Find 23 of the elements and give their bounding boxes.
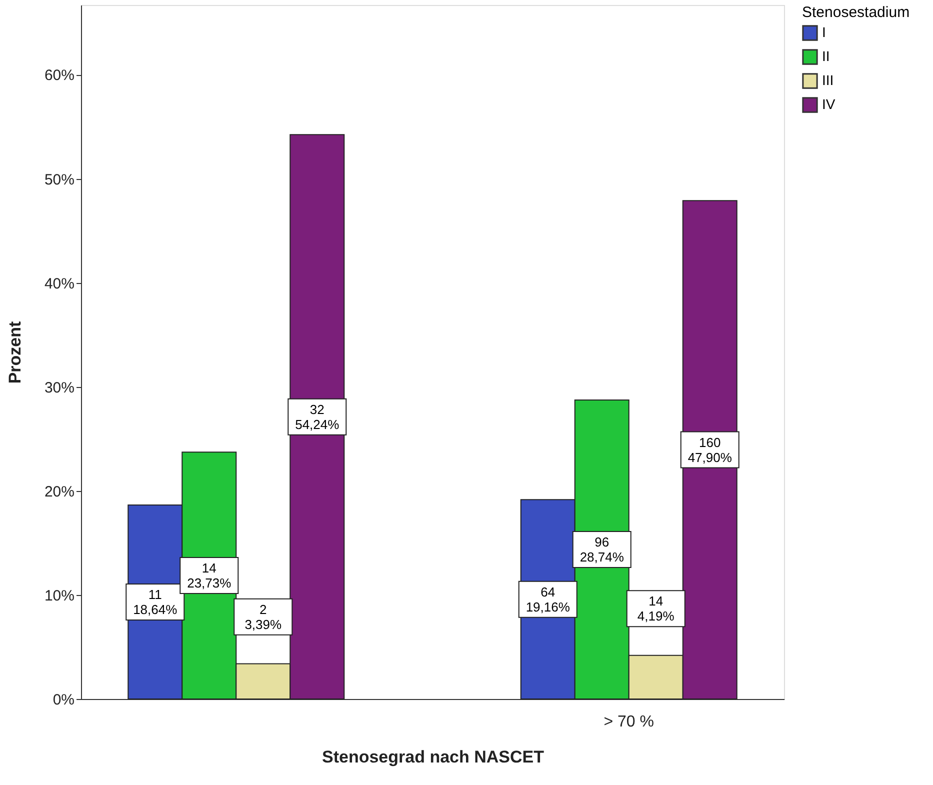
x-axis-title: Stenosegrad nach NASCET: [322, 748, 545, 766]
legend-label: II: [822, 48, 830, 64]
data-label: 32 54,24%: [295, 402, 340, 432]
data-label: 11 18,64%: [133, 587, 178, 618]
legend-title: Stenosestadium: [802, 4, 910, 21]
y-tick-label: 40%: [44, 275, 74, 292]
y-tick-label: 30%: [44, 379, 74, 396]
y-tick-label: 0%: [52, 692, 74, 708]
data-label: 64 19,16%: [526, 584, 570, 614]
y-tick-label: 10%: [44, 587, 74, 604]
legend-label: III: [822, 72, 834, 88]
data-label: 96 28,74%: [580, 534, 624, 564]
legend-label: I: [822, 24, 826, 40]
y-axis-title: Prozent: [5, 320, 24, 384]
x-tick-label: > 70 %: [604, 714, 654, 730]
y-tick-label: 20%: [44, 483, 74, 500]
legend-label: IV: [822, 96, 836, 112]
data-label: 14 4,19%: [637, 594, 675, 624]
y-tick-label: 60%: [44, 67, 74, 84]
data-label: 2 3,39%: [244, 602, 282, 632]
y-tick-label: 50%: [44, 171, 74, 188]
data-label: 160 47,90%: [688, 434, 732, 465]
data-label: 14 23,73%: [187, 560, 232, 591]
